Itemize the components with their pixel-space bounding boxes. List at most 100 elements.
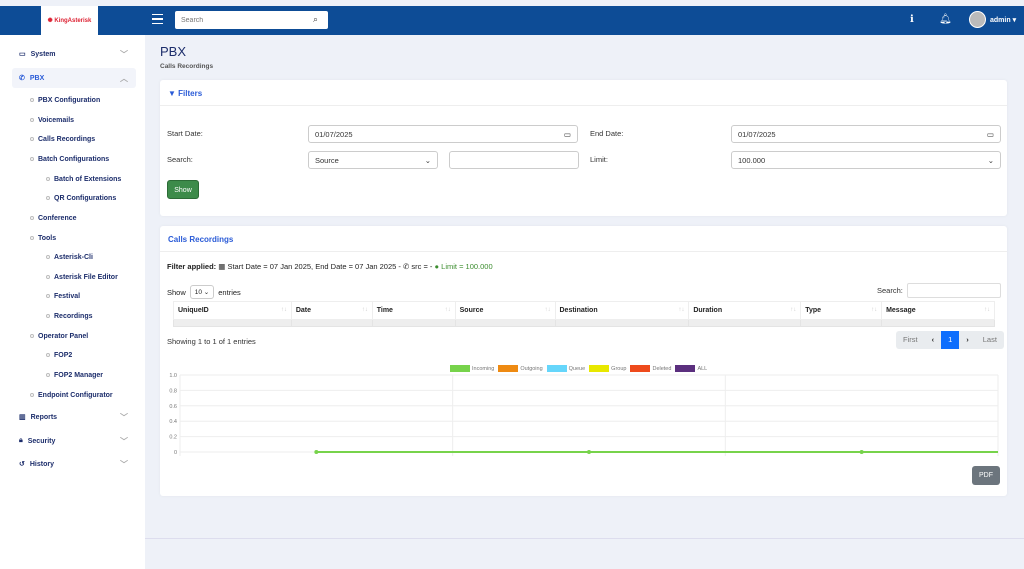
legend-swatch [589, 365, 610, 372]
sidebar-item-asterisk-file-editor[interactable]: Asterisk File Editor [0, 272, 145, 282]
sort-icon[interactable]: ↑↓ [361, 307, 368, 313]
legend-label: ALL [697, 365, 708, 372]
chevron-up-icon: ︿ [120, 73, 128, 83]
calendar-icon: ▦ [218, 262, 226, 271]
limit-select[interactable]: 100.000 ⌄ [731, 151, 1001, 169]
search-input[interactable] [175, 11, 328, 29]
chart-icon: ▥ [19, 414, 26, 421]
sidebar-item-calls-recordings[interactable]: Calls Recordings [0, 134, 145, 144]
column-header-duration[interactable]: Duration ↑↓ [688, 301, 802, 320]
filters-header[interactable]: ▼ Filters [160, 80, 1007, 106]
legend-swatch [450, 365, 470, 372]
table-cell [554, 319, 690, 327]
sidebar-item-fop2-manager[interactable]: FOP2 Manager [0, 370, 145, 380]
sort-icon[interactable]: ↑↓ [678, 307, 685, 313]
username: admin [990, 17, 1011, 24]
show-button[interactable]: Show [167, 180, 199, 199]
legend-swatch [498, 365, 519, 372]
bell-icon[interactable]: 🔔︎ [939, 14, 952, 25]
sort-icon[interactable]: ↑↓ [280, 307, 287, 313]
sort-icon[interactable]: ↑↓ [444, 307, 451, 313]
sort-icon[interactable]: ↑↓ [984, 307, 990, 313]
column-header-type[interactable]: Type ↑↓ [800, 301, 883, 320]
prev-page-button[interactable]: ‹ [931, 335, 935, 344]
column-header-time[interactable]: Time ↑↓ [371, 301, 456, 320]
page-size-value: 10 [194, 289, 202, 296]
circle-icon [30, 216, 34, 220]
column-label: Date [295, 307, 312, 314]
sidebar-item-asterisk-cli[interactable]: Asterisk-Cli [0, 252, 145, 262]
sidebar-item-batch-configurations[interactable]: Batch Configurations [0, 154, 145, 164]
sidebar-item-pbx[interactable]: ✆ PBX ︿ [12, 68, 136, 88]
legend-item[interactable]: Deleted [630, 365, 671, 372]
sidebar-item-fop2[interactable]: FOP2 [0, 350, 145, 360]
sidebar-item-festival[interactable]: Festival [0, 291, 145, 301]
sidebar-item-reports[interactable]: ▥ Reports ﹀ [0, 412, 145, 422]
chevron-down-icon: ﹀ [120, 436, 128, 446]
sidebar-item-history[interactable]: ↺ History ﹀ [0, 459, 145, 469]
end-date-label: End Date: [590, 129, 624, 138]
sidebar-item-recordings[interactable]: Recordings [0, 311, 145, 321]
next-page-button[interactable]: › [966, 335, 969, 344]
end-date-input[interactable]: 01/07/2025 ▭ [731, 125, 1001, 143]
sidebar-item-label: Batch Configurations [38, 155, 110, 163]
column-header-uniqueid[interactable]: UniqueID ↑↓ [173, 301, 292, 320]
search-icon[interactable]: ⌕ [313, 14, 319, 24]
pdf-button[interactable]: PDF [972, 466, 1000, 485]
sidebar-item-qr-configurations[interactable]: QR Configurations [0, 193, 145, 203]
first-page-button[interactable]: First [903, 335, 918, 344]
last-page-button[interactable]: Last [982, 335, 997, 344]
legend-item[interactable]: Incoming [450, 365, 494, 372]
circle-icon [46, 314, 50, 318]
column-header-message[interactable]: Message ↑↓ [881, 301, 995, 320]
recordings-card: Calls Recordings Filter applied: ▦ Start… [160, 226, 1007, 496]
search-label: Search: [167, 155, 193, 164]
show-label: Show [167, 287, 186, 297]
start-date-label: Start Date: [167, 129, 203, 138]
table-row[interactable] [173, 319, 995, 327]
sort-icon[interactable]: ↑↓ [871, 307, 878, 313]
legend-swatch [546, 365, 567, 372]
column-label: Message [886, 307, 916, 314]
sort-icon[interactable]: ↑↓ [790, 307, 797, 313]
column-header-source[interactable]: Source ↑↓ [454, 301, 556, 320]
sidebar-item-security[interactable]: 🔒︎ Security ﹀ [0, 436, 145, 446]
top-navbar: ✺ KingAsterisk ⌕ ℹ 🔔︎ admin ▾ [0, 6, 1024, 35]
legend-item[interactable]: Queue [546, 365, 585, 372]
chevron-down-icon: ⌄ [987, 156, 994, 165]
sidebar-item-operator-panel[interactable]: Operator Panel [0, 331, 145, 341]
sidebar-item-tools[interactable]: Tools [0, 233, 145, 243]
menu-icon[interactable] [152, 14, 163, 24]
sidebar-item-pbx-configuration[interactable]: PBX Configuration [0, 95, 145, 105]
legend-item[interactable]: Outgoing [498, 365, 543, 372]
logo[interactable]: ✺ KingAsterisk [41, 6, 98, 35]
calendar-icon[interactable]: ▭ [986, 130, 994, 139]
column-header-date[interactable]: Date ↑↓ [290, 301, 373, 320]
sidebar-item-system[interactable]: ▭ System ﹀ [0, 49, 145, 59]
column-header-destination[interactable]: Destination ↑↓ [554, 301, 690, 320]
data-point [587, 450, 591, 454]
page-1-button[interactable]: 1 [941, 331, 960, 349]
legend-item[interactable]: ALL [675, 365, 707, 372]
page-size-select[interactable]: 10 ⌄ [189, 285, 215, 299]
search-value-input[interactable] [449, 151, 579, 169]
table-search-input[interactable] [907, 283, 1001, 298]
circle-icon [46, 255, 50, 259]
sidebar-item-conference[interactable]: Conference [0, 213, 145, 223]
legend-item[interactable]: Group [589, 365, 626, 372]
info-icon[interactable]: ℹ [910, 14, 914, 25]
column-label: Duration [693, 307, 723, 314]
sidebar-item-label: Operator Panel [38, 332, 89, 340]
user-menu[interactable]: admin ▾ [990, 17, 1017, 24]
avatar[interactable] [969, 11, 986, 28]
circle-icon [46, 373, 50, 377]
filter-src: src = - [411, 262, 435, 271]
calendar-icon[interactable]: ▭ [563, 130, 571, 139]
start-date-input[interactable]: 01/07/2025 ▭ [308, 125, 578, 143]
sidebar-item-voicemails[interactable]: Voicemails [0, 115, 145, 125]
sort-icon[interactable]: ↑↓ [544, 307, 551, 313]
sidebar-item-batch-of-extensions[interactable]: Batch of Extensions [0, 174, 145, 184]
y-tick-label: 0.6 [169, 404, 177, 410]
search-field-select[interactable]: Source ⌄ [308, 151, 438, 169]
sidebar-item-endpoint-configurator[interactable]: Endpoint Configurator [0, 390, 145, 400]
